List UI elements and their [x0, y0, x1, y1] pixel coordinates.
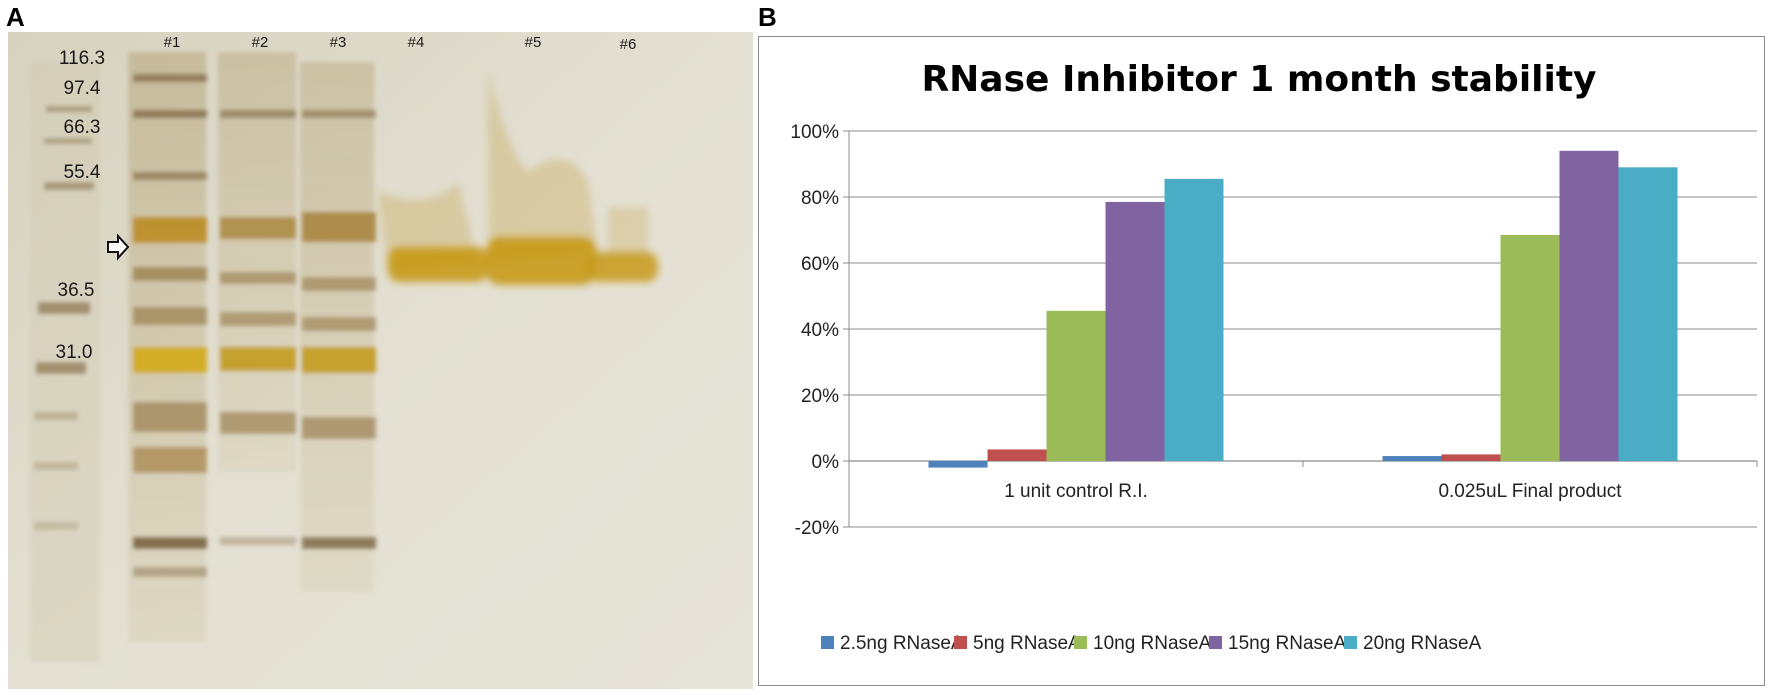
- chart-panel: RNase Inhibitor 1 month stability -20% 0% 2…: [758, 36, 1765, 686]
- lanes-4-6: [378, 72, 658, 285]
- bar: [928, 461, 988, 468]
- legend-label: 15ng RNaseA: [1228, 633, 1347, 654]
- category-label: 1 unit control R.I.: [1004, 481, 1148, 502]
- marker-lane: [30, 62, 100, 662]
- y-tick-label: 60%: [801, 254, 839, 275]
- panel-a-letter: A: [6, 2, 25, 32]
- lane-label-3: #3: [329, 34, 347, 51]
- lane-label-4: #4: [407, 34, 425, 51]
- marker-label-66: 66.3: [63, 117, 101, 138]
- bar: [1559, 150, 1619, 462]
- legend-label: 5ng RNaseA: [973, 633, 1081, 654]
- lane-label-1: #1: [163, 34, 181, 51]
- bar: [1046, 310, 1106, 461]
- legend-label: 10ng RNaseA: [1093, 633, 1212, 654]
- bar: [1618, 167, 1678, 462]
- lane-label-6: #6: [619, 36, 637, 53]
- category-label: 0.025uL Final product: [1438, 481, 1622, 502]
- y-tick-label: 40%: [801, 320, 839, 341]
- bar: [1500, 234, 1560, 461]
- bar: [1105, 201, 1165, 461]
- lanes-1-3: [128, 52, 376, 642]
- legend-label: 20ng RNaseA: [1363, 633, 1482, 654]
- panel-b-letter: B: [758, 2, 777, 32]
- bar: [1164, 178, 1224, 461]
- marker-label-36: 36.5: [57, 280, 95, 301]
- chart-title: RNase Inhibitor 1 month stability: [921, 59, 1596, 100]
- y-tick-label: 0%: [812, 452, 840, 473]
- bar: [1441, 454, 1501, 461]
- legend-swatch: [1074, 636, 1087, 649]
- y-tick-label: 100%: [790, 122, 839, 143]
- y-tick-label: 20%: [801, 386, 839, 407]
- bar-chart: RNase Inhibitor 1 month stability -20% 0% 2…: [790, 59, 1758, 654]
- y-tick-label: 80%: [801, 188, 839, 209]
- lane-label-2: #2: [251, 34, 269, 51]
- bar: [987, 449, 1047, 461]
- legend-label: 2.5ng RNaseA: [840, 633, 964, 654]
- legend-swatch: [954, 636, 967, 649]
- gel-image: 116.3 97.4 66.3 55.4 36.5 31.0 #1 #2 #3 …: [8, 32, 753, 689]
- legend-swatch: [821, 636, 834, 649]
- marker-label-97: 97.4: [63, 78, 101, 99]
- y-tick-label: -20%: [795, 518, 839, 539]
- band-arrow-icon: [107, 233, 130, 261]
- marker-label-55: 55.4: [63, 162, 101, 183]
- lane-label-5: #5: [524, 34, 542, 51]
- legend-swatch: [1344, 636, 1357, 649]
- marker-label-31: 31.0: [55, 342, 93, 363]
- marker-label-116: 116.3: [58, 48, 106, 69]
- gel-photo: [8, 32, 753, 689]
- bar: [1382, 456, 1442, 461]
- legend-swatch: [1209, 636, 1222, 649]
